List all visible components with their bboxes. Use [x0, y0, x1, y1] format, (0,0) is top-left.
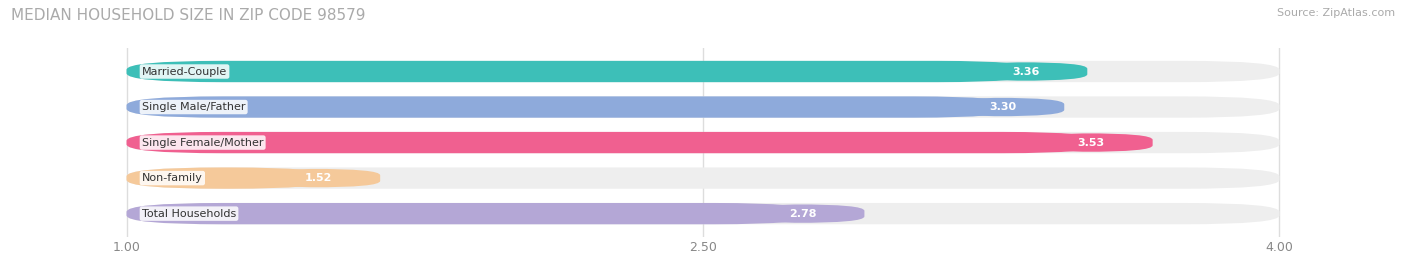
Text: Married-Couple: Married-Couple: [142, 66, 228, 76]
FancyBboxPatch shape: [127, 167, 326, 189]
FancyBboxPatch shape: [965, 62, 1087, 81]
FancyBboxPatch shape: [1029, 133, 1153, 152]
Text: 3.36: 3.36: [1012, 66, 1039, 76]
Text: 3.30: 3.30: [990, 102, 1017, 112]
Text: Single Female/Mother: Single Female/Mother: [142, 137, 263, 148]
FancyBboxPatch shape: [127, 203, 811, 224]
Text: 2.78: 2.78: [789, 209, 817, 219]
FancyBboxPatch shape: [127, 167, 1279, 189]
FancyBboxPatch shape: [257, 169, 380, 187]
Text: 3.53: 3.53: [1077, 137, 1105, 148]
Text: Non-family: Non-family: [142, 173, 202, 183]
FancyBboxPatch shape: [127, 132, 1099, 153]
FancyBboxPatch shape: [127, 61, 1279, 82]
Text: 1.52: 1.52: [305, 173, 332, 183]
FancyBboxPatch shape: [741, 204, 865, 223]
FancyBboxPatch shape: [127, 132, 1279, 153]
FancyBboxPatch shape: [127, 96, 1011, 118]
Text: Source: ZipAtlas.com: Source: ZipAtlas.com: [1277, 8, 1395, 18]
FancyBboxPatch shape: [127, 203, 1279, 224]
Text: Total Households: Total Households: [142, 209, 236, 219]
FancyBboxPatch shape: [127, 96, 1279, 118]
FancyBboxPatch shape: [941, 98, 1064, 116]
FancyBboxPatch shape: [127, 61, 1033, 82]
Text: MEDIAN HOUSEHOLD SIZE IN ZIP CODE 98579: MEDIAN HOUSEHOLD SIZE IN ZIP CODE 98579: [11, 8, 366, 23]
Text: Single Male/Father: Single Male/Father: [142, 102, 246, 112]
